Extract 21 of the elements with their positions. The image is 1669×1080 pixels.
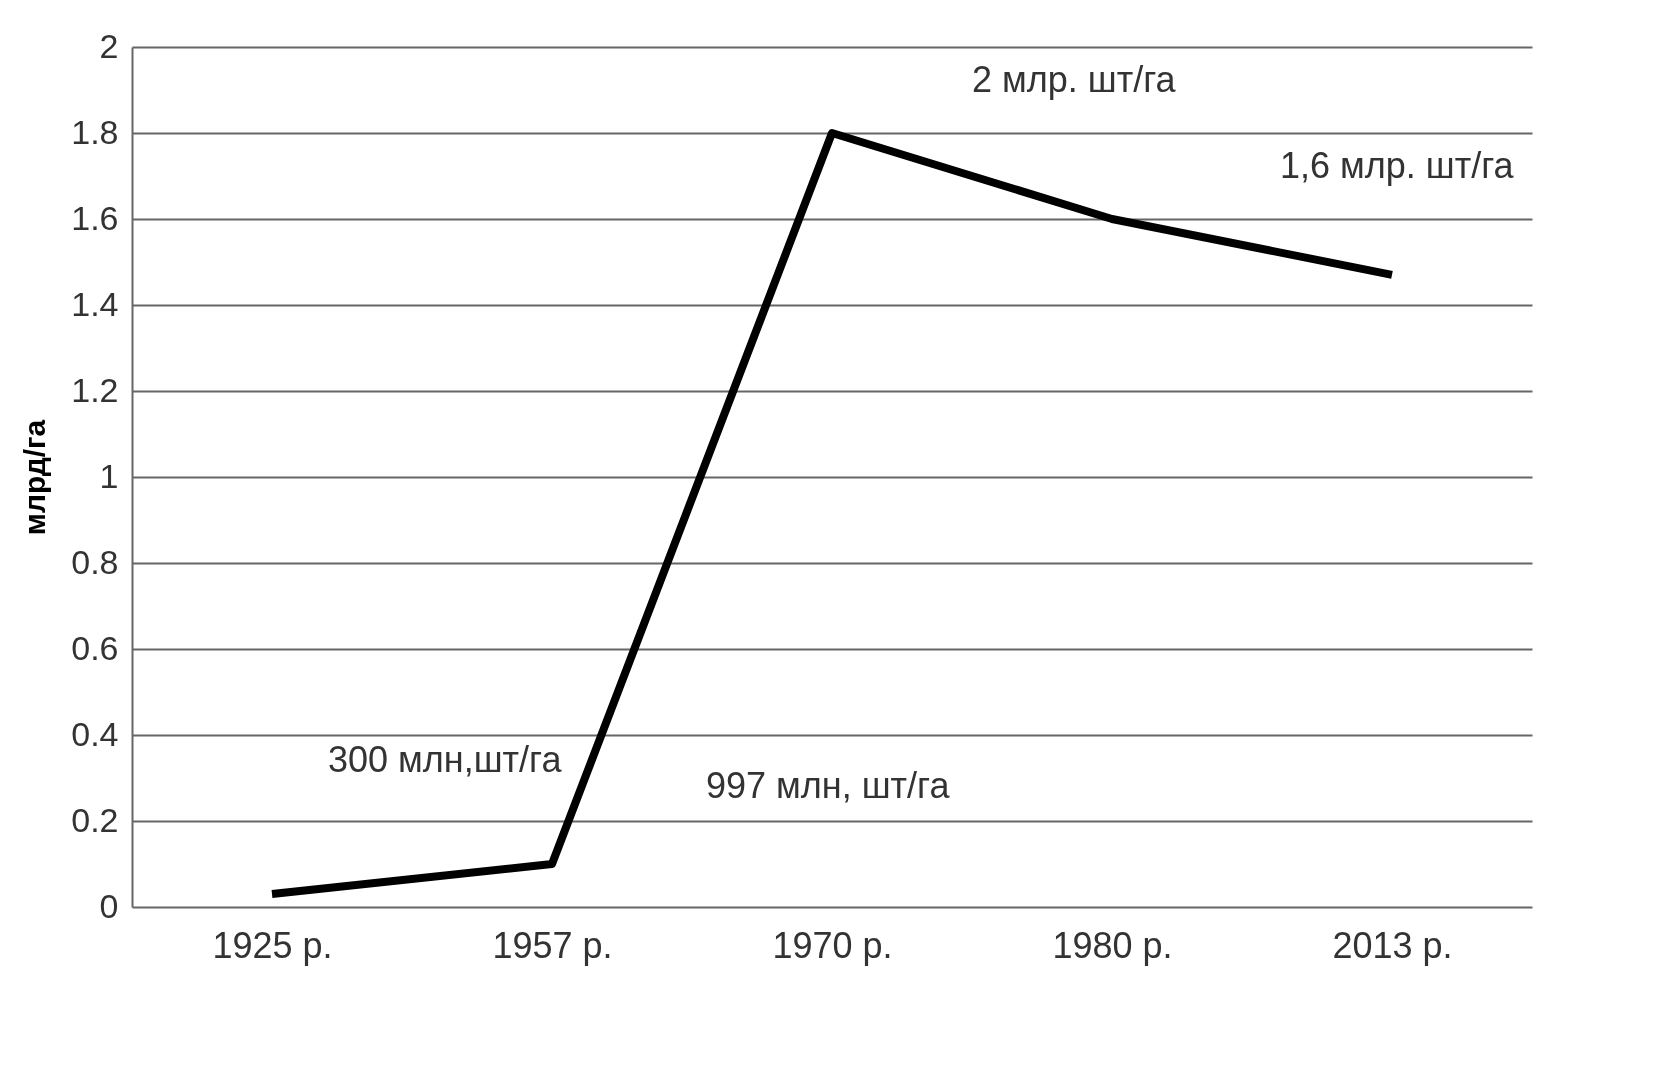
- y-tick-label: 1: [99, 456, 119, 495]
- x-tick-label: 1980 р.: [1052, 924, 1173, 966]
- annotation: 300 млн,шт/га: [328, 738, 563, 780]
- y-tick-label: 1.8: [71, 112, 119, 151]
- y-tick-label: 0: [99, 886, 119, 925]
- annotation: 997 млн, шт/га: [706, 764, 951, 806]
- y-tick-label: 0.2: [71, 800, 119, 839]
- y-tick-label: 0.6: [71, 628, 119, 667]
- y-tick-label: 1.2: [71, 370, 119, 409]
- annotation: 1,6 млр. шт/га: [1280, 145, 1515, 187]
- x-tick-label: 1957 р.: [492, 924, 613, 966]
- y-tick-label: 0.8: [71, 542, 119, 581]
- y-tick-label: 0.4: [71, 714, 119, 753]
- x-tick-label: 2013 р.: [1332, 924, 1453, 966]
- y-tick-label: 1.4: [71, 284, 119, 323]
- y-axis-title: млрд/га: [18, 419, 52, 536]
- x-tick-label: 1925 р.: [212, 924, 333, 966]
- x-tick-label: 1970 р.: [772, 924, 893, 966]
- annotation: 2 млр. шт/га: [972, 59, 1177, 101]
- y-tick-label: 2: [99, 26, 119, 65]
- y-tick-label: 1.6: [71, 198, 119, 237]
